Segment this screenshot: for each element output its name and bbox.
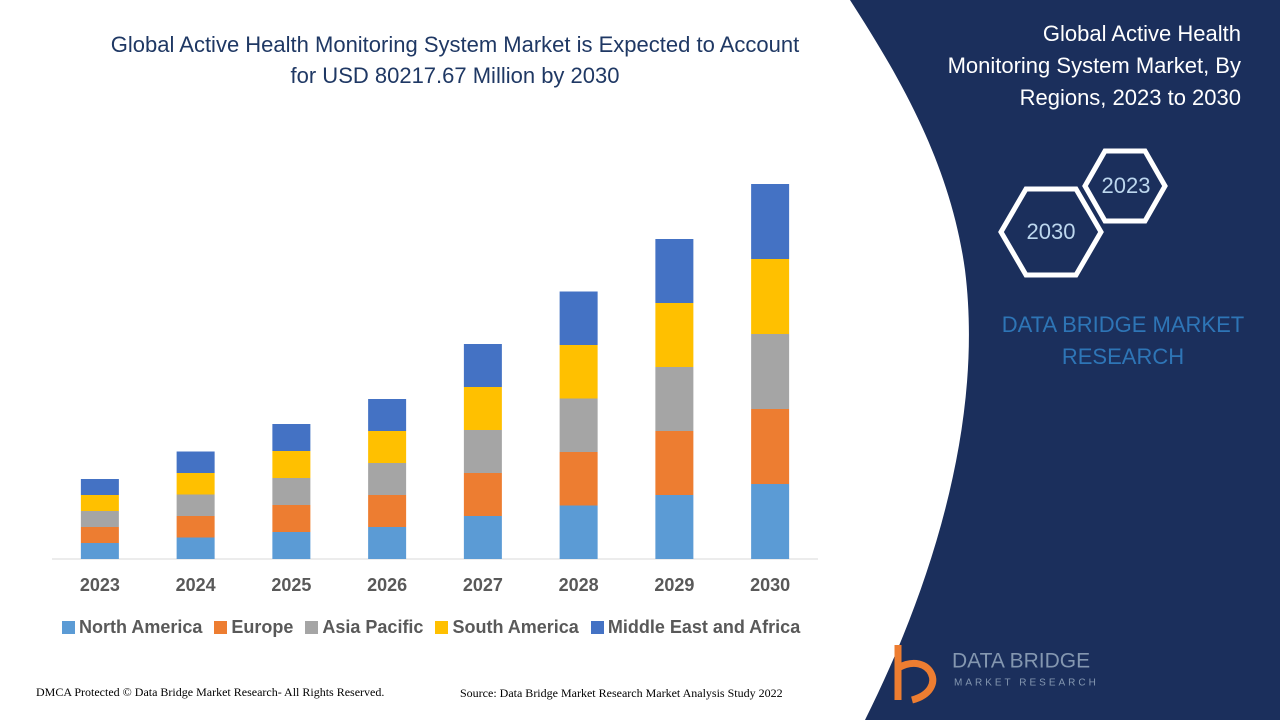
bar-segment bbox=[80, 495, 119, 511]
legend-label: Middle East and Africa bbox=[607, 617, 801, 637]
footer-text: Source: Data Bridge Market Research Mark… bbox=[460, 686, 783, 700]
bar-segment bbox=[463, 516, 502, 559]
bar-segment bbox=[463, 473, 502, 516]
x-tick-label: 2025 bbox=[271, 575, 311, 595]
chart-title: for USD 80217.67 Million by 2030 bbox=[291, 63, 620, 88]
bar-segment bbox=[272, 424, 311, 451]
panel-title: Regions, 2023 to 2030 bbox=[1020, 85, 1241, 110]
logo-tagline: MARKET RESEARCH bbox=[954, 678, 1099, 689]
x-tick-label: 2027 bbox=[463, 575, 503, 595]
x-tick-label: 2023 bbox=[80, 575, 120, 595]
legend-label: North America bbox=[79, 617, 203, 637]
bar-segment bbox=[176, 516, 215, 538]
panel-title: Global Active Health bbox=[1043, 21, 1241, 46]
hexagon bbox=[998, 186, 1104, 278]
side-panel bbox=[850, 0, 1280, 720]
legend-item: North America bbox=[62, 617, 202, 638]
bar-segment bbox=[463, 344, 502, 387]
legend-label: Europe bbox=[231, 617, 294, 637]
hex-label: 2023 bbox=[1102, 173, 1151, 198]
bar-segment bbox=[559, 345, 598, 399]
legend-item: South America bbox=[435, 617, 579, 638]
hexagon bbox=[1082, 148, 1168, 224]
bar-segment bbox=[176, 537, 215, 559]
bar-segment bbox=[655, 367, 694, 431]
legend-label: Asia Pacific bbox=[322, 617, 424, 637]
bar-segment bbox=[368, 399, 407, 431]
bar-segment bbox=[80, 511, 119, 527]
bar-segment bbox=[80, 527, 119, 543]
bar-segment bbox=[176, 451, 215, 473]
legend-swatch bbox=[62, 621, 75, 634]
legend-item: Asia Pacific bbox=[305, 617, 423, 638]
bar-segment bbox=[176, 473, 215, 495]
bar-segment bbox=[368, 431, 407, 463]
bar-segment bbox=[80, 479, 119, 495]
legend-label: South America bbox=[452, 617, 579, 637]
bar-segment bbox=[368, 527, 407, 559]
bar-segment bbox=[272, 451, 311, 478]
bar-segment bbox=[655, 239, 694, 303]
bar-segment bbox=[559, 452, 598, 506]
legend: North America Europe Asia Pacific South Ame… bbox=[62, 617, 800, 638]
bar-segment bbox=[751, 334, 790, 409]
bar-segment bbox=[559, 505, 598, 559]
legend-item: Middle East and Africa bbox=[590, 617, 801, 638]
bar-segment bbox=[751, 484, 790, 559]
chart-title: Global Active Health Monitoring System M… bbox=[111, 32, 799, 57]
bar-segment bbox=[655, 431, 694, 495]
bar-segment bbox=[272, 532, 311, 559]
logo-name: DATA BRIDGE bbox=[952, 650, 1090, 673]
bar-segment bbox=[751, 259, 790, 334]
panel-title: Monitoring System Market, By bbox=[948, 53, 1241, 78]
bar-segment bbox=[655, 495, 694, 559]
bar-segment bbox=[272, 478, 311, 505]
bar-segment bbox=[176, 494, 215, 516]
legend-swatch bbox=[590, 621, 604, 634]
brand-text: RESEARCH bbox=[1062, 344, 1184, 369]
legend-swatch bbox=[305, 621, 319, 634]
legend-item: Europe bbox=[214, 617, 293, 638]
legend-swatch bbox=[214, 621, 228, 634]
legend-swatch bbox=[435, 621, 449, 634]
bar-segment bbox=[655, 303, 694, 367]
footer-text: DMCA Protected © Data Bridge Market Rese… bbox=[36, 685, 384, 699]
x-tick-label: 2029 bbox=[654, 575, 694, 595]
x-tick-label: 2030 bbox=[750, 575, 790, 595]
bar-segment bbox=[368, 463, 407, 495]
bar-segment bbox=[559, 398, 598, 452]
bar-segment bbox=[751, 184, 790, 259]
bar-segment bbox=[80, 543, 119, 559]
bar-segment bbox=[751, 409, 790, 484]
logo-icon bbox=[894, 645, 937, 704]
x-tick-label: 2028 bbox=[559, 575, 599, 595]
bar-segment bbox=[272, 505, 311, 532]
x-tick-label: 2026 bbox=[367, 575, 407, 595]
hex-label: 2030 bbox=[1027, 219, 1076, 244]
bar-segment bbox=[463, 430, 502, 473]
bar-segment bbox=[368, 495, 407, 527]
brand-text: DATA BRIDGE MARKET bbox=[1002, 312, 1244, 337]
bar-segment bbox=[463, 387, 502, 430]
x-tick-label: 2024 bbox=[176, 575, 216, 595]
bar-segment bbox=[559, 291, 598, 345]
